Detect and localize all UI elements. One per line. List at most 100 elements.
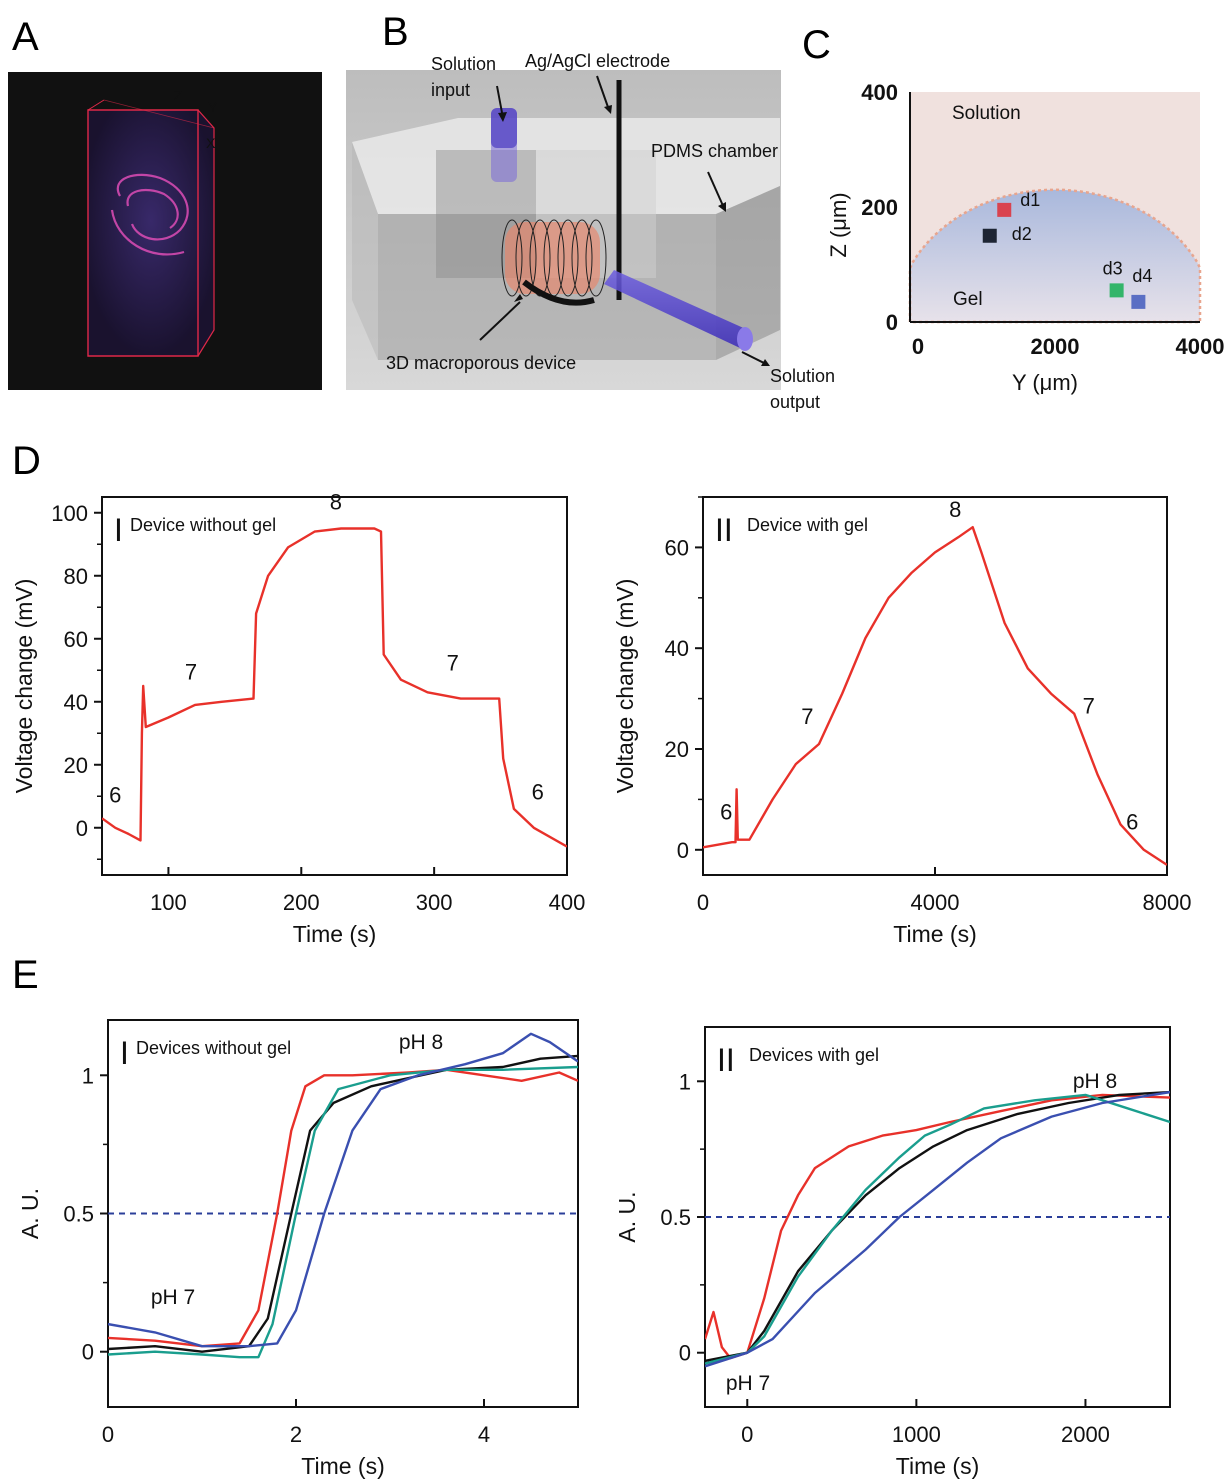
callout-solution-output-2: output [770,392,820,412]
y-tick-label: 60 [665,535,689,560]
plot-frame [101,496,568,876]
data-label: 6 [532,779,544,804]
x-tick-label: 0 [102,1422,114,1447]
y-tick-label: 40 [665,636,689,661]
series-line-red [705,1093,1170,1360]
outlet-tube [604,270,753,351]
chart-d-i: 100 200 300 400 0 20 40 60 80 100 Time (s) Voltage … [11,490,585,947]
marker-d4 [1131,294,1146,309]
y-tick-label: 0 [82,1340,94,1365]
region-label-solution: Solution [952,103,1021,124]
y-axis-label: Voltage change (mV) [11,579,37,794]
subpanel-tag: I [114,512,123,548]
x-axis-label: Time (s) [293,921,376,947]
panel-b-schematic: Solution input Ag/AgCl electrode PDMS ch… [346,51,835,412]
data-label: 7 [1083,694,1095,719]
y-tick-label: 0 [886,310,898,335]
y-tick-label: 0 [76,816,88,841]
region-label-gel: Gel [953,289,983,310]
data-label: 6 [109,783,121,808]
series-line-blue [108,1032,578,1348]
y-axis-label: A. U. [17,1188,43,1239]
marker-d1 [997,202,1012,217]
label-ph8: pH 8 [1073,1070,1117,1093]
annotation: Device without gel [130,515,276,535]
x-tick-label: 4 [478,1422,490,1447]
x-tick-label: 0 [697,890,709,915]
annotation: Devices with gel [749,1045,879,1065]
marker-label-d3: d3 [1103,258,1123,278]
y-tick-label: 100 [51,501,88,526]
subpanel-tag: II [717,1042,735,1078]
axis-label-x: X [206,135,216,151]
series-line-blue [705,1090,1170,1368]
data-label: 7 [801,704,813,729]
x-axis-label: Time (s) [893,921,976,947]
x-tick-label: 2 [290,1422,302,1447]
data-label: 8 [949,497,961,522]
subpanel-tag: I [120,1035,129,1071]
label-ph7: pH 7 [726,1372,770,1395]
callout-solution-input: Solution [431,54,496,74]
callout-3d-device: 3D macroporous device [386,353,576,373]
axis-label-y: Y [208,99,218,115]
x-tick-label: 1000 [892,1422,941,1447]
panel-label-d: D [12,439,41,483]
marker-label-d4: d4 [1132,266,1152,286]
y-tick-label: 1 [679,1069,691,1094]
x-tick-label: 2000 [1061,1422,1110,1447]
x-tick-label: 300 [416,890,453,915]
marker-d2 [982,228,997,243]
x-tick-label: 200 [283,890,320,915]
y-axis-label: A. U. [614,1191,640,1242]
data-label: 7 [185,660,197,685]
data-label: 6 [720,800,732,825]
y-tick-label: 400 [861,80,898,105]
callout-pdms-chamber: PDMS chamber [651,141,778,161]
y-tick-label: 0.5 [660,1205,691,1230]
x-tick-label: 0 [741,1422,753,1447]
marker-d3 [1109,283,1124,298]
series-line-teal [705,1093,1170,1365]
y-tick-label: 0 [677,838,689,863]
panel-label-b: B [382,10,409,54]
y-axis-label: Voltage change (mV) [612,579,638,794]
series-line-black [705,1090,1170,1363]
axis-label-z: Z [174,87,183,103]
y-tick-label: 20 [64,753,88,778]
series-line-red [108,1068,578,1348]
data-label: 6 [1126,810,1138,835]
panel-label-a: A [12,15,39,59]
panel-label-c: C [802,23,831,67]
chart-d-ii: 0 4000 8000 0 20 40 60 Time (s) Voltage change (… [612,496,1192,947]
x-tick-label: 4000 [911,890,960,915]
x-tick-label: 8000 [1143,890,1192,915]
marker-label-d2: d2 [1012,224,1032,244]
annotation: Devices without gel [136,1038,291,1058]
y-axis-label: Z (μm) [826,192,851,257]
panel-a-image: Z Y X [8,72,322,390]
annotation: Device with gel [747,515,868,535]
callout-electrode: Ag/AgCl electrode [525,51,670,71]
data-label: 7 [447,650,459,675]
x-axis-label: Time (s) [896,1453,979,1479]
y-tick-label: 200 [861,195,898,220]
y-tick-label: 60 [64,627,88,652]
marker-label-d1: d1 [1020,190,1040,210]
y-tick-label: 80 [64,564,88,589]
y-tick-label: 0 [679,1341,691,1366]
data-label: 8 [330,490,342,515]
x-tick-label: 4000 [1176,334,1225,359]
x-tick-label: 2000 [1031,334,1080,359]
label-ph7: pH 7 [151,1286,195,1309]
chart-e-i: 0 2 4 0 0.5 1 Time (s) A. U. I Devices without ge… [17,1019,579,1479]
x-tick-label: 100 [150,890,187,915]
series-line-red [703,526,1167,866]
y-tick-label: 1 [82,1063,94,1088]
device-coil [501,219,607,306]
x-tick-label: 400 [549,890,586,915]
series-line-red [102,527,567,848]
callout-solution-output: Solution [770,366,835,386]
